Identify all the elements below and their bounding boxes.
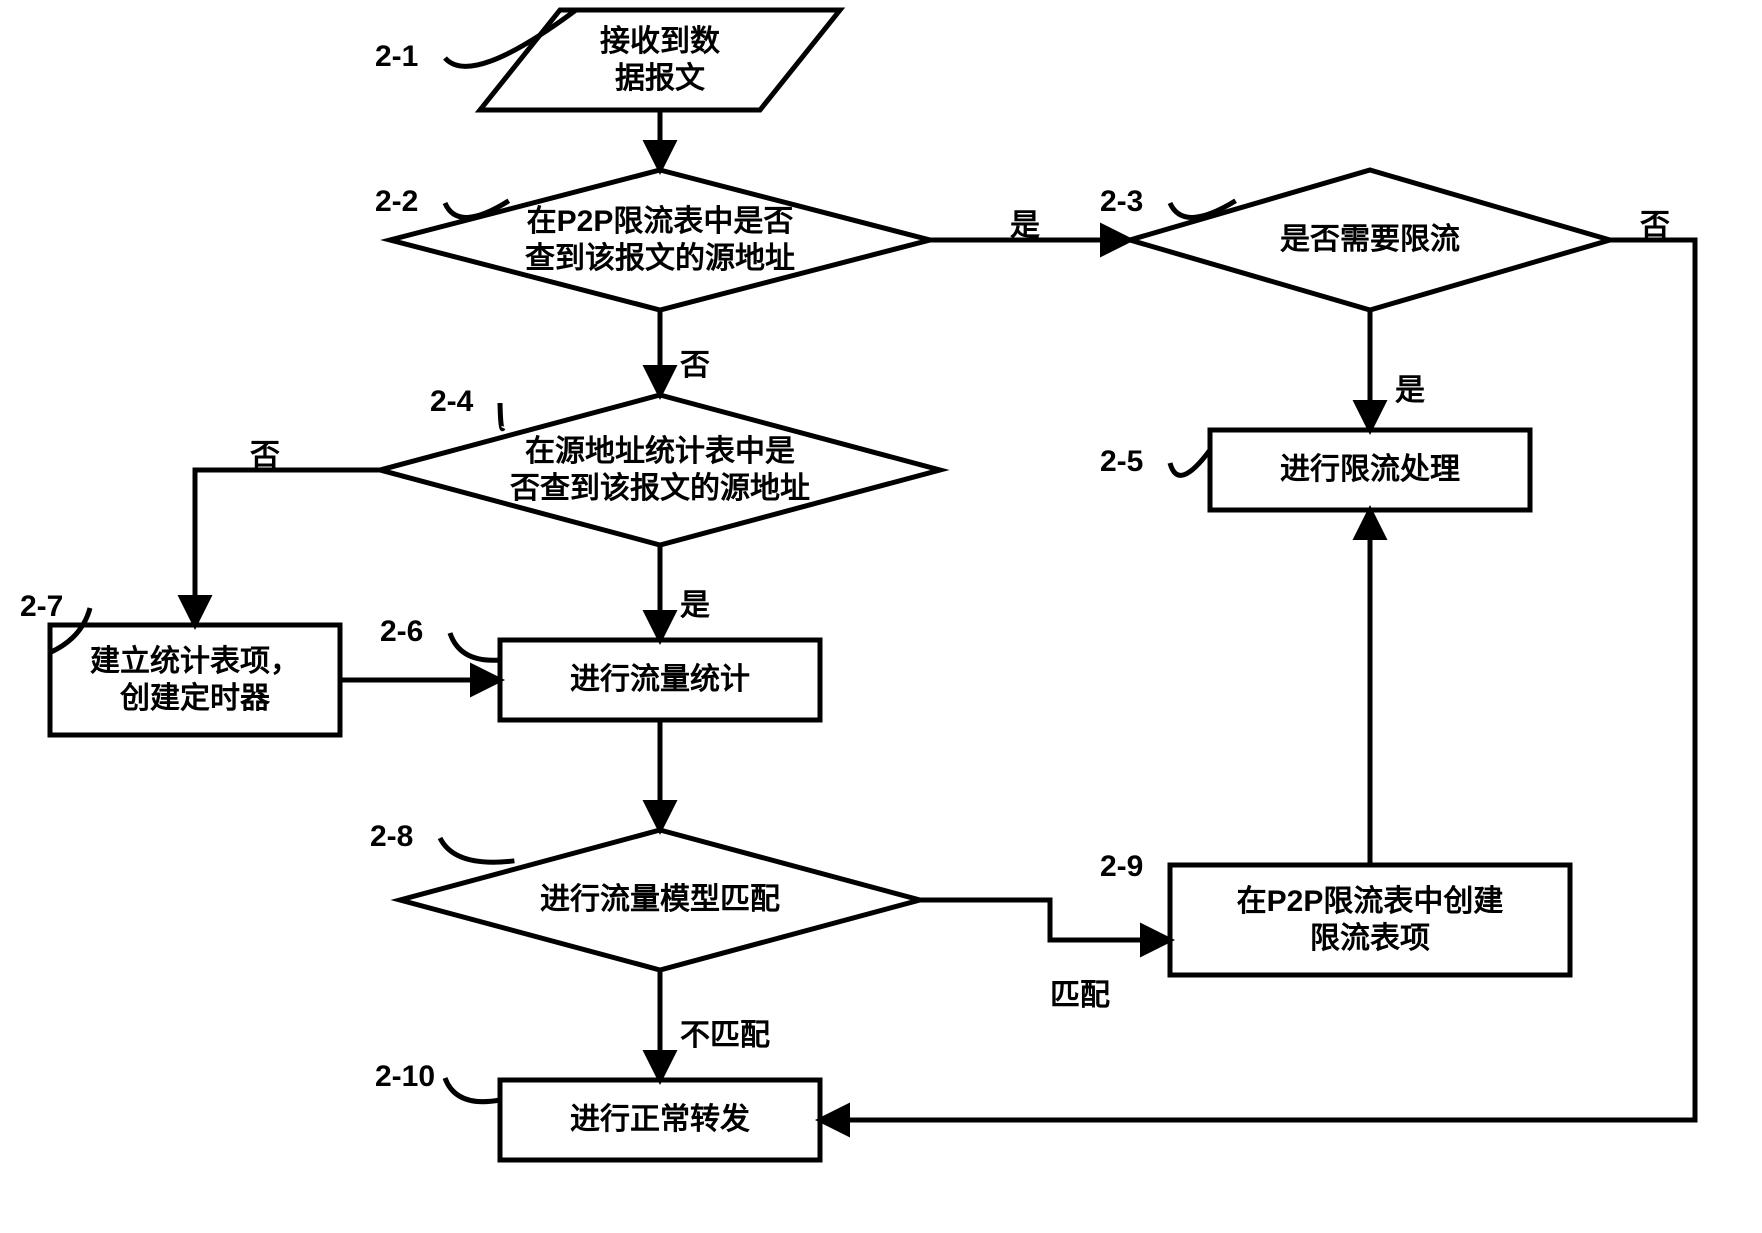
node-label-n4: 在源地址统计表中是 否查到该报文的源地址 [380,433,940,508]
node-label-n8: 进行流量模型匹配 [400,881,920,919]
step-label-s4: 2-4 [430,385,473,419]
edge-label-n2-n3: 是 [1010,200,1040,244]
node-label-n10: 进行正常转发 [500,1101,820,1139]
node-label-n6: 进行流量统计 [500,661,820,699]
step-label-s2: 2-2 [375,185,418,219]
leader-s3 [1170,201,1236,218]
step-label-s3: 2-3 [1100,185,1143,219]
step-label-s1: 2-1 [375,40,418,74]
leader-s6 [450,633,500,660]
node-label-n1: 接收到数 据报文 [520,23,800,98]
flowchart-canvas [0,0,1762,1233]
node-label-n2: 在P2P限流表中是否 查到该报文的源地址 [390,203,930,278]
node-label-n7: 建立统计表项， 创建定时器 [50,643,340,718]
edge-label-n3-n5: 是 [1395,365,1425,409]
edge-label-n3-n10: 否 [1640,200,1670,244]
edge-label-n8-n9: 匹配 [1050,970,1110,1014]
step-label-s10: 2-10 [375,1060,435,1094]
node-label-n9: 在P2P限流表中创建 限流表项 [1170,883,1570,958]
step-label-s7: 2-7 [20,590,63,624]
edge-n3-n10 [820,240,1695,1120]
edge-label-n4-n7: 否 [250,430,280,474]
step-label-s5: 2-5 [1100,445,1143,479]
leader-s5 [1170,450,1210,475]
edge-label-n8-n10: 不匹配 [680,1010,770,1054]
leader-s4 [500,403,503,429]
step-label-s8: 2-8 [370,820,413,854]
edge-label-n2-n4: 否 [680,340,710,384]
step-label-s6: 2-6 [380,615,423,649]
edge-n8-n9 [920,900,1170,940]
step-label-s9: 2-9 [1100,850,1143,884]
leader-s10 [445,1078,500,1102]
node-label-n3: 是否需要限流 [1130,221,1610,259]
edge-n4-n7 [195,470,380,625]
leader-s8 [440,838,514,862]
edge-label-n4-n6: 是 [680,580,710,624]
node-label-n5: 进行限流处理 [1210,451,1530,489]
